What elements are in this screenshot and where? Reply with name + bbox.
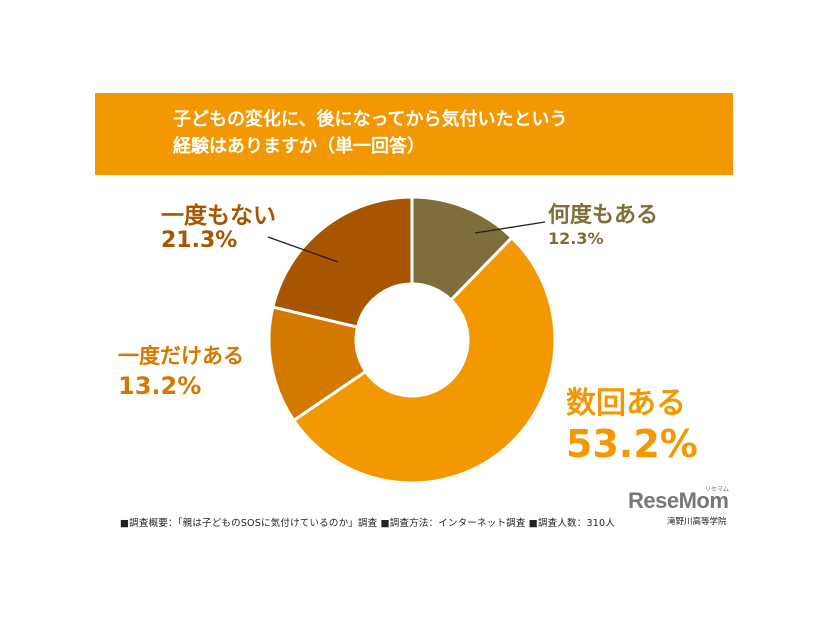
leader-line-3 <box>267 236 339 263</box>
resemom-logo: ReseMom <box>628 488 729 513</box>
slice-name-0: 何度もある <box>548 203 659 228</box>
slice-name-2: 一度だけある <box>118 344 244 368</box>
survey-footnote: ■調査概要：「親は子どものSOSに気付けているのか」調査 ■調査方法：インターネ… <box>120 518 615 529</box>
resemom-logo-small: リセマム <box>705 486 730 493</box>
slice-value-3: 21.3% <box>161 228 238 253</box>
slice-value-0: 12.3% <box>548 229 604 248</box>
survey-credit: 滝野川高等学院 <box>667 517 727 527</box>
pie-slice-3 <box>271 195 414 329</box>
title-band: 子どもの変化に、後になってから気付いたという 経験はありますか（単一回答） <box>95 93 733 175</box>
pie-slice-1 <box>291 235 557 485</box>
pie-slice-0 <box>410 195 514 303</box>
slice-name-1: 数回ある <box>566 386 686 421</box>
chart-title-line1: 子どもの変化に、後になってから気付いたという <box>173 109 568 130</box>
leader-line-0 <box>474 221 546 234</box>
slice-name-3: 一度もない <box>161 203 276 229</box>
slice-value-2: 13.2% <box>118 372 202 400</box>
slice-value-1: 53.2% <box>566 422 698 466</box>
chart-title-line2: 経験はありますか（単一回答） <box>173 136 425 157</box>
